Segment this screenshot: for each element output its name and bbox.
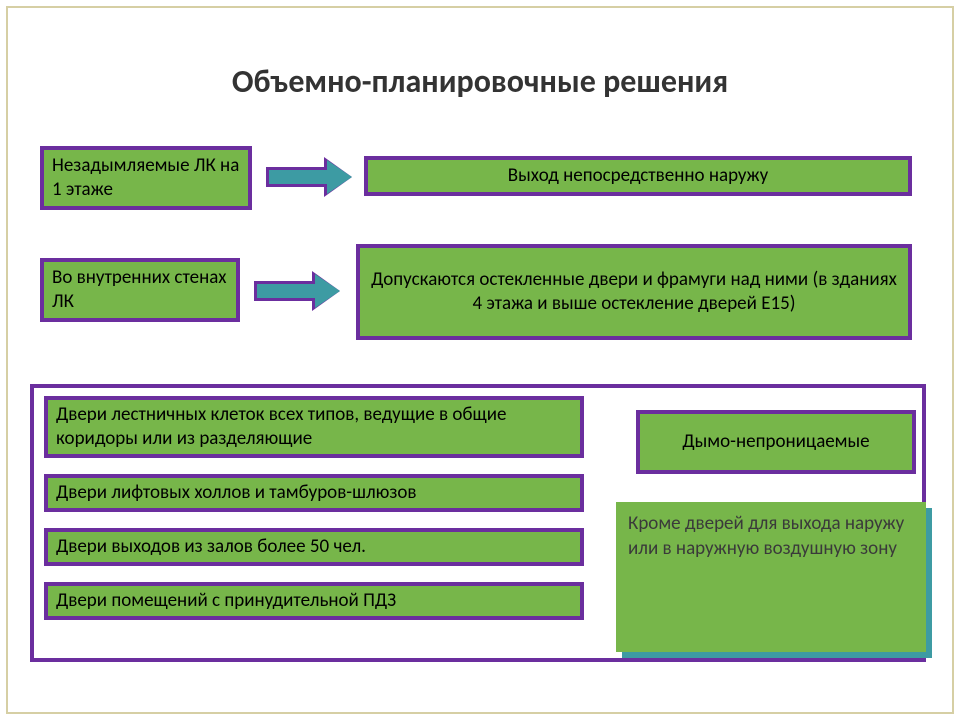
list-item-1: Двери лифтовых холлов и тамбуров-шлюзов bbox=[44, 474, 584, 512]
list-item-2: Двери выходов из залов более 50 чел. bbox=[44, 528, 584, 566]
row1-left-box: Незадымляемые ЛК на 1 этаже bbox=[40, 146, 252, 210]
row1-left-text: Незадымляемые ЛК на 1 этаже bbox=[52, 154, 240, 202]
list-item-0: Двери лестничных клеток всех типов, веду… bbox=[44, 396, 584, 458]
row1-right-box: Выход непосредственно наружу bbox=[364, 156, 912, 196]
arrow-head-icon bbox=[315, 274, 340, 308]
note-box: Кроме дверей для выхода наружу или в нар… bbox=[616, 502, 926, 652]
right-category-box: Дымо-непроницаемые bbox=[636, 410, 916, 474]
right-category-text: Дымо-непроницаемые bbox=[682, 430, 869, 454]
arrow-body bbox=[266, 167, 327, 186]
row2-left-box: Во внутренних стенах ЛК bbox=[40, 258, 240, 322]
note-text: Кроме дверей для выхода наружу или в нар… bbox=[628, 512, 904, 560]
slide-title: Объемно-планировочные решения bbox=[120, 62, 840, 108]
list-item-2-text: Двери выходов из залов более 50 чел. bbox=[56, 535, 366, 559]
row2-right-text: Допускаются остекленные двери и фрамуги … bbox=[368, 268, 900, 316]
arrow-head-icon bbox=[327, 160, 352, 194]
row2-arrow bbox=[254, 274, 340, 308]
row2-right-box: Допускаются остекленные двери и фрамуги … bbox=[356, 244, 912, 340]
row1-right-text: Выход непосредственно наружу bbox=[508, 164, 768, 188]
list-item-1-text: Двери лифтовых холлов и тамбуров-шлюзов bbox=[56, 481, 417, 505]
row2-left-text: Во внутренних стенах ЛК bbox=[52, 266, 228, 314]
arrow-body bbox=[254, 281, 315, 300]
list-item-3: Двери помещений с принудительной ПДЗ bbox=[44, 582, 584, 620]
list-item-3-text: Двери помещений с принудительной ПДЗ bbox=[56, 589, 396, 613]
row1-arrow bbox=[266, 160, 352, 194]
list-item-0-text: Двери лестничных клеток всех типов, веду… bbox=[56, 403, 572, 451]
